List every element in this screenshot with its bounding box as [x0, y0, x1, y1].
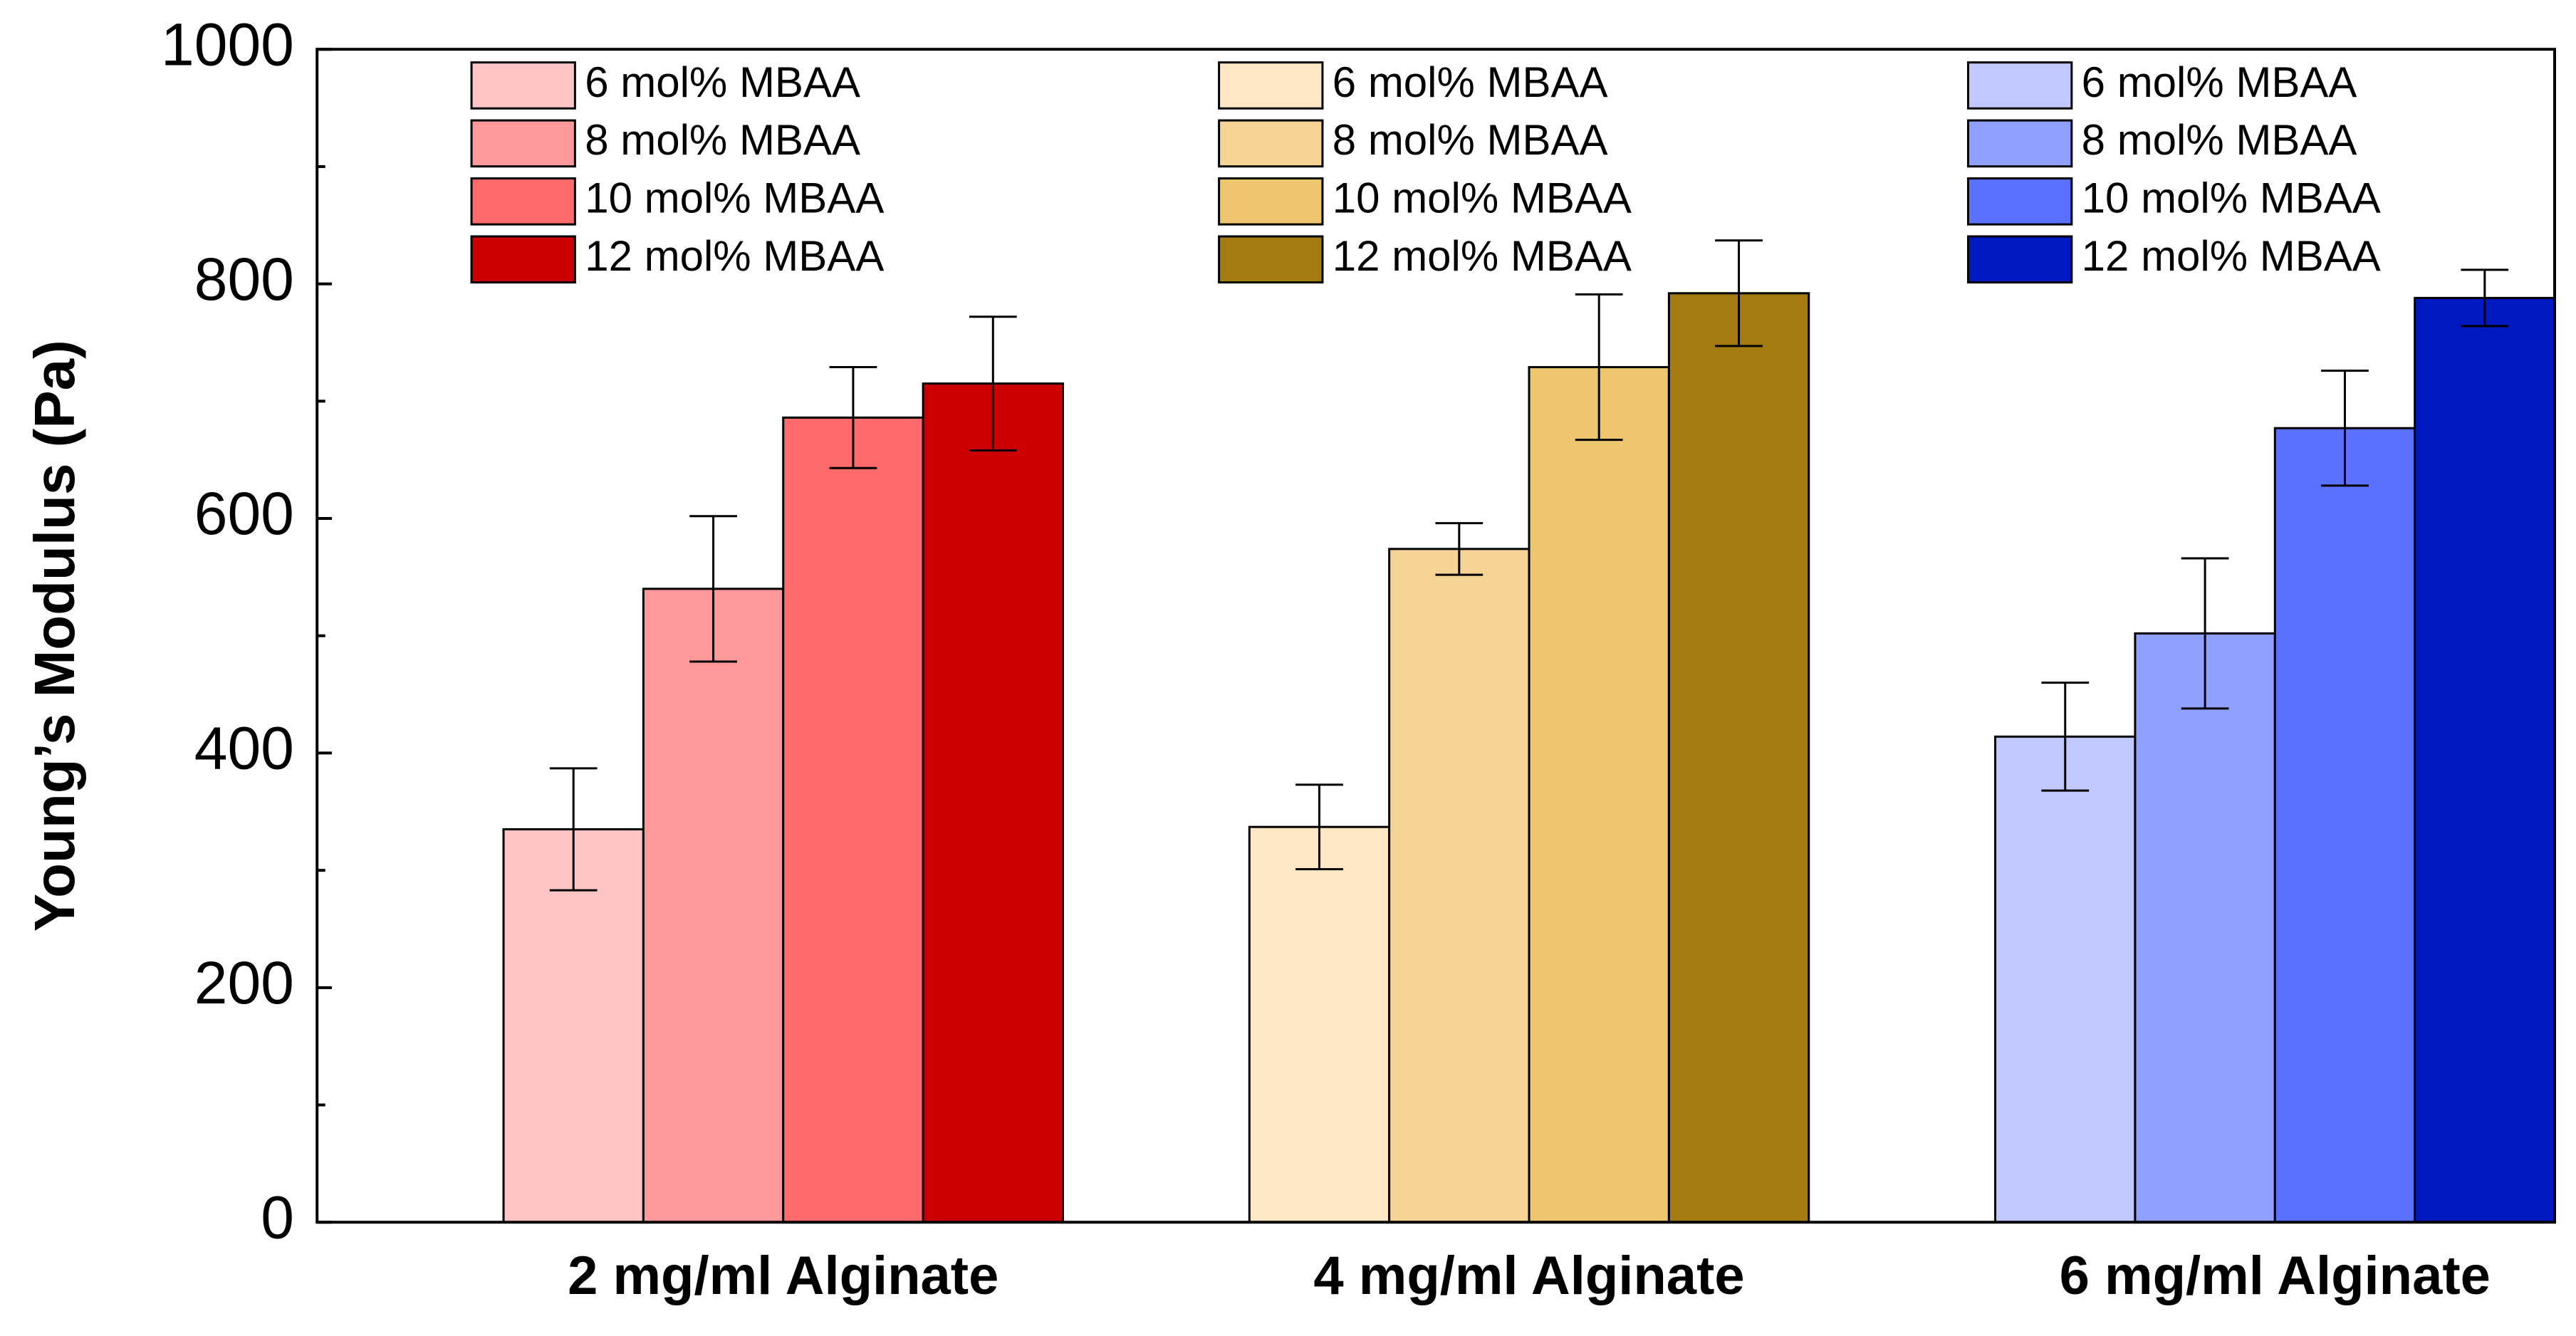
legend-label: 10 mol% MBAA [2082, 174, 2381, 222]
x-tick-label: 2 mg/ml Alginate [568, 1246, 998, 1306]
bar [502, 828, 645, 1223]
bar [642, 588, 785, 1223]
legend-swatch [1218, 61, 1324, 110]
legend-swatch [1218, 235, 1324, 284]
bar [1248, 825, 1391, 1223]
legend-swatch [1966, 235, 2073, 284]
bar [1388, 548, 1531, 1223]
bar [1528, 366, 1670, 1223]
legend-label: 12 mol% MBAA [2082, 232, 2381, 280]
legend-label: 6 mol% MBAA [1333, 58, 1608, 106]
y-tick-label: 1000 [161, 11, 294, 78]
y-axis-label: Young’s Modulus (Pa) [23, 340, 86, 931]
bar [922, 382, 1064, 1223]
legend-label: 8 mol% MBAA [2082, 116, 2357, 164]
legend-swatch [1966, 119, 2073, 168]
bar [1994, 735, 2137, 1223]
legend-swatch [1966, 177, 2073, 226]
legend-swatch [1218, 177, 1324, 226]
legend-swatch [1218, 119, 1324, 168]
bar [1667, 292, 1810, 1223]
legend-label: 6 mol% MBAA [585, 58, 860, 106]
x-tick-label: 6 mg/ml Alginate [2060, 1246, 2491, 1306]
legend-label: 8 mol% MBAA [585, 116, 860, 164]
y-tick-label: 0 [261, 1184, 294, 1251]
legend-label: 6 mol% MBAA [2082, 58, 2357, 106]
bar [782, 416, 924, 1223]
y-tick-label: 800 [194, 246, 294, 313]
legend-swatch [1966, 61, 2073, 110]
legend-label: 12 mol% MBAA [585, 232, 884, 280]
legend-swatch [470, 61, 576, 110]
bar [2134, 632, 2276, 1223]
legend-swatch [470, 119, 576, 168]
legend-swatch [470, 235, 576, 284]
y-tick-label: 400 [194, 715, 294, 782]
legend-label: 8 mol% MBAA [1333, 116, 1608, 164]
legend-swatch [470, 177, 576, 226]
x-tick-label: 4 mg/ml Alginate [1313, 1246, 1744, 1306]
legend-label: 10 mol% MBAA [585, 174, 884, 222]
bar [2273, 427, 2416, 1223]
legend-label: 10 mol% MBAA [1333, 174, 1632, 222]
bar [2414, 296, 2556, 1223]
y-tick-label: 600 [194, 480, 294, 547]
legend-label: 12 mol% MBAA [1333, 232, 1632, 280]
y-tick-label: 200 [194, 949, 294, 1016]
